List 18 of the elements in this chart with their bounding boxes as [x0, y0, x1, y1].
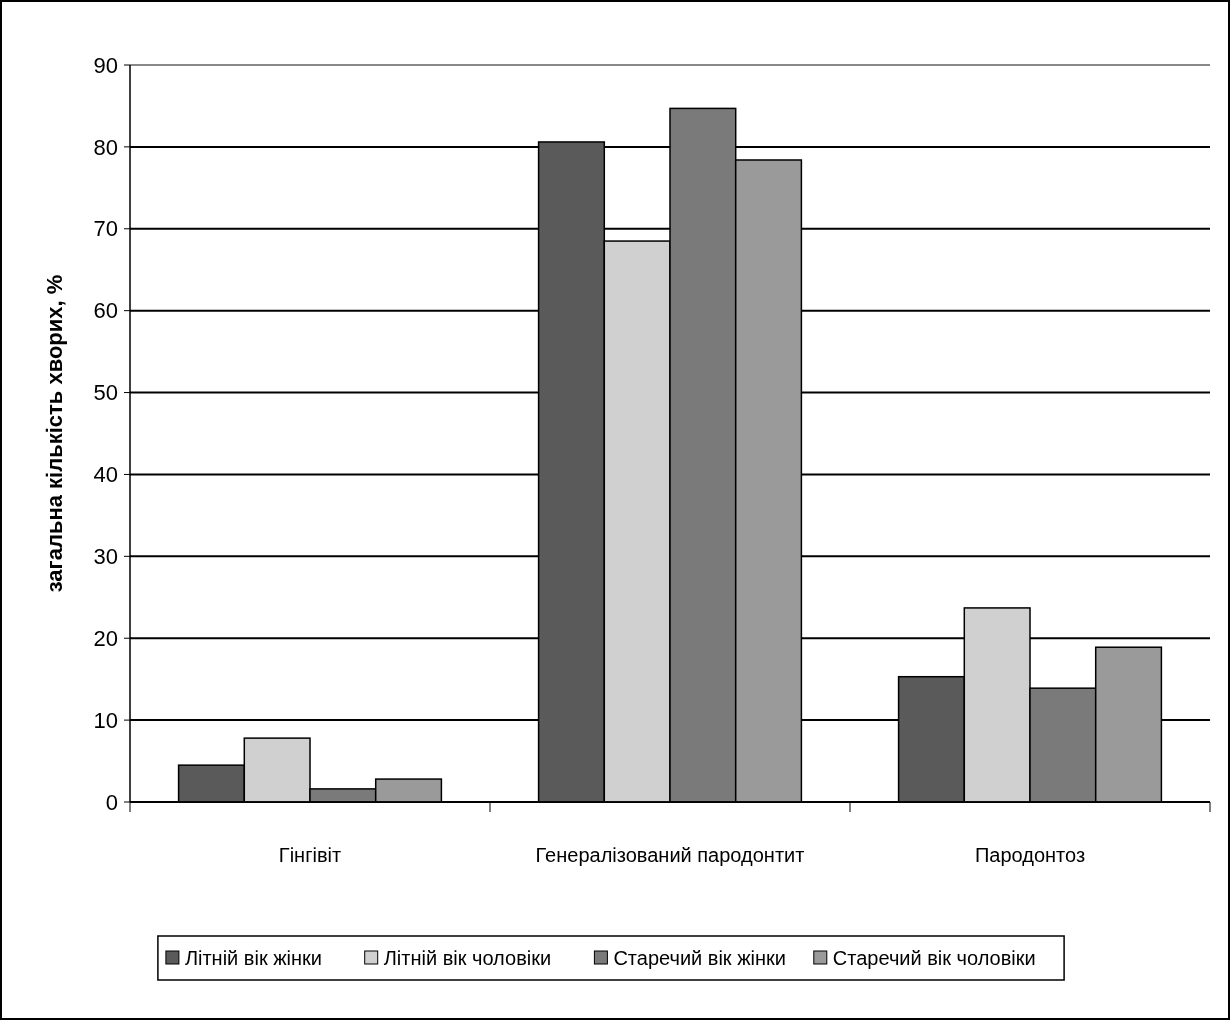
y-axis-title: загальна кількість хворих, %: [42, 274, 67, 593]
y-tick-label: 80: [93, 134, 118, 160]
x-tick-label: Генералізований пародонтит: [535, 844, 805, 866]
legend-label: Старечий вік жінки: [613, 947, 786, 969]
legend-label: Старечий вік чоловіки: [832, 947, 1036, 969]
y-tick-label: 50: [93, 380, 118, 406]
y-tick-label: 20: [93, 625, 118, 651]
y-tick-label: 0: [105, 789, 118, 815]
y-tick-label: 10: [93, 707, 118, 733]
legend-label: Літній вік жінки: [184, 947, 323, 969]
y-tick-label: 40: [93, 462, 118, 488]
x-tick-label: Гінгівіт: [278, 844, 342, 866]
legend-label: Літній вік чоловіки: [383, 947, 552, 969]
x-tick-label: Пародонтоз: [974, 844, 1086, 866]
y-tick-label: 90: [93, 52, 118, 78]
y-tick-label: 70: [93, 216, 118, 242]
y-tick-label: 30: [93, 544, 118, 570]
y-tick-label: 60: [93, 298, 118, 324]
